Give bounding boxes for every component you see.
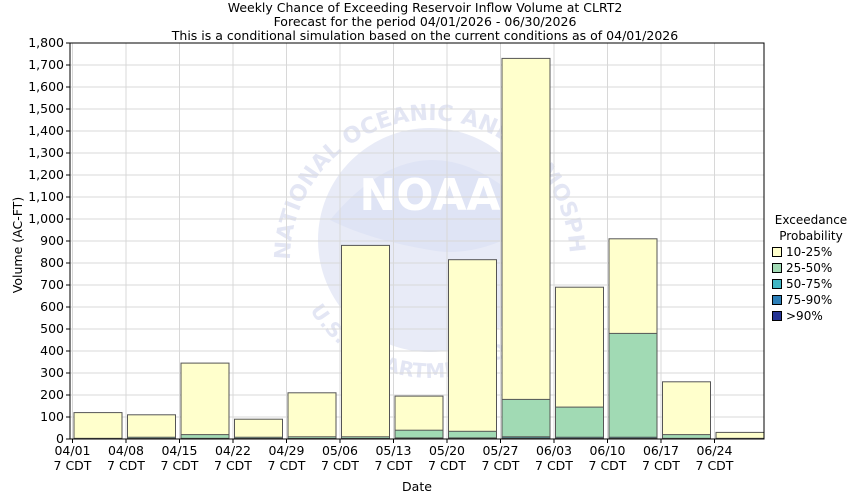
x-tick-label-tz: 7 CDT [428, 458, 466, 473]
x-tick-label-date: 06/10 [589, 443, 625, 458]
legend-swatch [772, 279, 782, 289]
x-tick-label-tz: 7 CDT [268, 458, 306, 473]
grid [70, 42, 764, 440]
y-tick-label: 1,100 [28, 189, 64, 204]
legend: Exceedance Probability 10-25% 25-50% 50-75… [772, 212, 850, 324]
bar-10-25 [501, 57, 551, 440]
y-tick-label: 600 [40, 299, 64, 314]
x-tick-label-date: 05/13 [375, 443, 411, 458]
chart-subtitle-conditions: This is a conditional simulation based o… [171, 28, 679, 43]
x-tick-label-tz: 7 CDT [54, 458, 92, 473]
x-tick-label-tz: 7 CDT [214, 458, 252, 473]
y-axis-label: Volume (AC-FT) [10, 197, 25, 293]
y-tick-label: 1,700 [28, 57, 64, 72]
chart-title: Weekly Chance of Exceeding Reservoir Inf… [227, 0, 623, 15]
y-tick-label: 200 [40, 387, 64, 402]
y-tick-label: 1,600 [28, 79, 64, 94]
x-tick-label-tz: 7 CDT [107, 458, 145, 473]
y-tick-label: 1,400 [28, 123, 64, 138]
legend-label: 10-25% [786, 245, 833, 259]
legend-swatch [772, 263, 782, 273]
x-tick-label-date: 06/24 [696, 443, 732, 458]
y-tick-label: 1,200 [28, 167, 64, 182]
x-tick-label-tz: 7 CDT [375, 458, 413, 473]
x-tick-label-date: 05/20 [429, 443, 465, 458]
x-tick-label-date: 04/01 [54, 443, 90, 458]
bar-10-25 [287, 392, 337, 440]
bar-25-50 [501, 398, 551, 440]
y-tick-label: 1,800 [28, 35, 64, 50]
legend-title-1: Exceedance [774, 213, 848, 227]
y-tick-label: 900 [40, 233, 64, 248]
legend-label: 25-50% [786, 261, 833, 275]
bar-10-25 [180, 362, 230, 440]
y-tick-label: 700 [40, 277, 64, 292]
x-tick-label-tz: 7 CDT [161, 458, 199, 473]
bar-10-25 [127, 414, 176, 440]
y-tick-label: 300 [40, 365, 64, 380]
y-tick-label: 100 [40, 409, 64, 424]
legend-title-2: Probability [779, 229, 843, 243]
legend-item: >90% [772, 308, 850, 324]
y-tick-label: 1,000 [28, 211, 64, 226]
x-tick-label-date: 06/17 [643, 443, 679, 458]
x-tick-label-tz: 7 CDT [535, 458, 573, 473]
x-tick-label-tz: 7 CDT [321, 458, 359, 473]
y-tick-label: 500 [40, 321, 64, 336]
legend-swatch [772, 295, 782, 305]
y-tick-label: 1,300 [28, 145, 64, 160]
legend-label: 50-75% [786, 277, 833, 291]
legend-item: 10-25% [772, 244, 850, 260]
y-tick-label: 400 [40, 343, 64, 358]
x-axis-label: Date [402, 479, 432, 494]
bar-10-25 [341, 244, 390, 440]
plot-frame [69, 42, 765, 440]
x-tick-label-date: 05/06 [322, 443, 358, 458]
legend-swatch [772, 311, 782, 321]
bar-10-25 [448, 259, 497, 440]
x-tick-label-date: 04/15 [161, 443, 197, 458]
bar-10-25 [73, 412, 123, 440]
bar-25-50 [555, 406, 604, 440]
x-tick-label-date: 04/29 [268, 443, 304, 458]
y-tick-label: 1,500 [28, 101, 64, 116]
legend-swatch [772, 247, 782, 257]
legend-item: 75-90% [772, 292, 850, 308]
x-tick-label-date: 04/22 [215, 443, 251, 458]
x-tick-label-date: 05/27 [482, 443, 518, 458]
x-tick-label-date: 06/03 [536, 443, 572, 458]
x-tick-label-tz: 7 CDT [642, 458, 680, 473]
legend-label: >90% [786, 309, 823, 323]
chart-subtitle-period: Forecast for the period 04/01/2026 - 06/… [273, 14, 577, 29]
axes: 0 100 200 300 400 500 600 700 800 900 1,000 1,100 1,… [28, 35, 765, 473]
legend-item: 25-50% [772, 260, 850, 276]
y-tick-label: 800 [40, 255, 64, 270]
x-tick-label-tz: 7 CDT [482, 458, 520, 473]
x-tick-label-tz: 7 CDT [589, 458, 627, 473]
x-tick-label-tz: 7 CDT [696, 458, 734, 473]
bar-10-25 [234, 418, 283, 440]
bar-10-25 [662, 381, 711, 440]
legend-label: 75-90% [786, 293, 833, 307]
y-tick-label: 0 [56, 431, 64, 446]
legend-item: 50-75% [772, 276, 850, 292]
bar-25-50 [608, 332, 658, 440]
x-tick-label-date: 04/08 [108, 443, 144, 458]
